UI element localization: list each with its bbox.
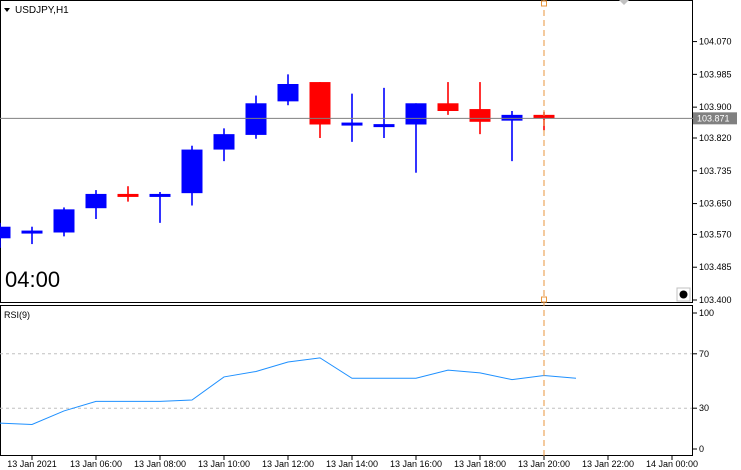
candle-body: [21, 230, 43, 234]
candle-body: [53, 209, 75, 233]
time-tick-label: 13 Jan 08:00: [134, 459, 186, 469]
indicator-label[interactable]: RSI(9): [4, 310, 30, 320]
candle-body: [341, 122, 363, 126]
time-tick-label: 14 Jan 00:00: [646, 459, 698, 469]
scroll-marker-icon: [619, 0, 629, 5]
candle-body: [501, 114, 523, 121]
candle-body: [405, 103, 427, 125]
time-tick-label: 13 Jan 22:00: [582, 459, 634, 469]
rsi-tick-label: 100: [699, 308, 714, 318]
time-tick-label: 13 Jan 14:00: [326, 459, 378, 469]
candle-body: [309, 82, 331, 125]
rsi-line: [0, 357, 577, 426]
time-tick-label: 13 Jan 06:00: [70, 459, 122, 469]
candle-body: [213, 134, 235, 150]
price-tick-label: 103.570: [699, 229, 732, 239]
candle-body: [437, 103, 459, 111]
rsi-panel[interactable]: [0, 305, 693, 456]
symbol-label[interactable]: USDJPY,H1: [15, 5, 69, 16]
time-tick-label: 13 Jan 10:00: [198, 459, 250, 469]
dropdown-arrow-icon[interactable]: [4, 8, 10, 12]
candle-body: [533, 114, 555, 119]
candle-body: [85, 193, 107, 209]
price-tick-label: 103.900: [699, 102, 732, 112]
price-tick-label: 103.650: [699, 199, 732, 209]
candle-body: [245, 103, 267, 135]
time-tick-label: 13 Jan 16:00: [390, 459, 442, 469]
price-tick-label: 103.985: [699, 69, 732, 79]
vline-handle-bottom[interactable]: [541, 296, 547, 303]
current-price-label: 103.871: [697, 113, 730, 123]
candle-body: [277, 84, 299, 102]
candle-body: [0, 226, 11, 239]
price-axis: 104.070 103.985 103.900 103.820 103.735 103.6…: [693, 37, 732, 305]
candle-body: [469, 109, 491, 122]
bar-countdown: 04:00: [5, 267, 60, 292]
current-price-badge: [693, 112, 737, 125]
candle-body: [181, 149, 203, 194]
rsi-axis: 100 70 30 0: [0, 308, 714, 454]
candle-body: [117, 193, 139, 197]
price-tick-label: 103.735: [699, 166, 732, 176]
price-tick-label: 103.485: [699, 262, 732, 272]
time-tick-label: 13 Jan 18:00: [454, 459, 506, 469]
candle-body: [373, 124, 395, 128]
vline-handle-top[interactable]: [541, 0, 547, 7]
time-tick-label: 13 Jan 20:00: [518, 459, 570, 469]
main-chart-panel[interactable]: [0, 0, 693, 303]
rsi-tick-label: 0: [699, 444, 704, 454]
price-tick-label: 103.820: [699, 133, 732, 143]
time-tick-label: 13 Jan 12:00: [262, 459, 314, 469]
rsi-tick-label: 30: [699, 403, 709, 413]
candles-group: [0, 74, 555, 248]
price-tick-label: 103.400: [699, 295, 732, 305]
rsi-tick-label: 70: [699, 349, 709, 359]
time-tick-label: 13 Jan 2021: [7, 459, 57, 469]
candle-body: [149, 193, 171, 197]
price-tick-label: 104.070: [699, 37, 732, 47]
time-axis: 13 Jan 2021 13 Jan 06:00 13 Jan 08:00 13 Ja…: [7, 456, 698, 469]
record-icon: [679, 290, 688, 299]
